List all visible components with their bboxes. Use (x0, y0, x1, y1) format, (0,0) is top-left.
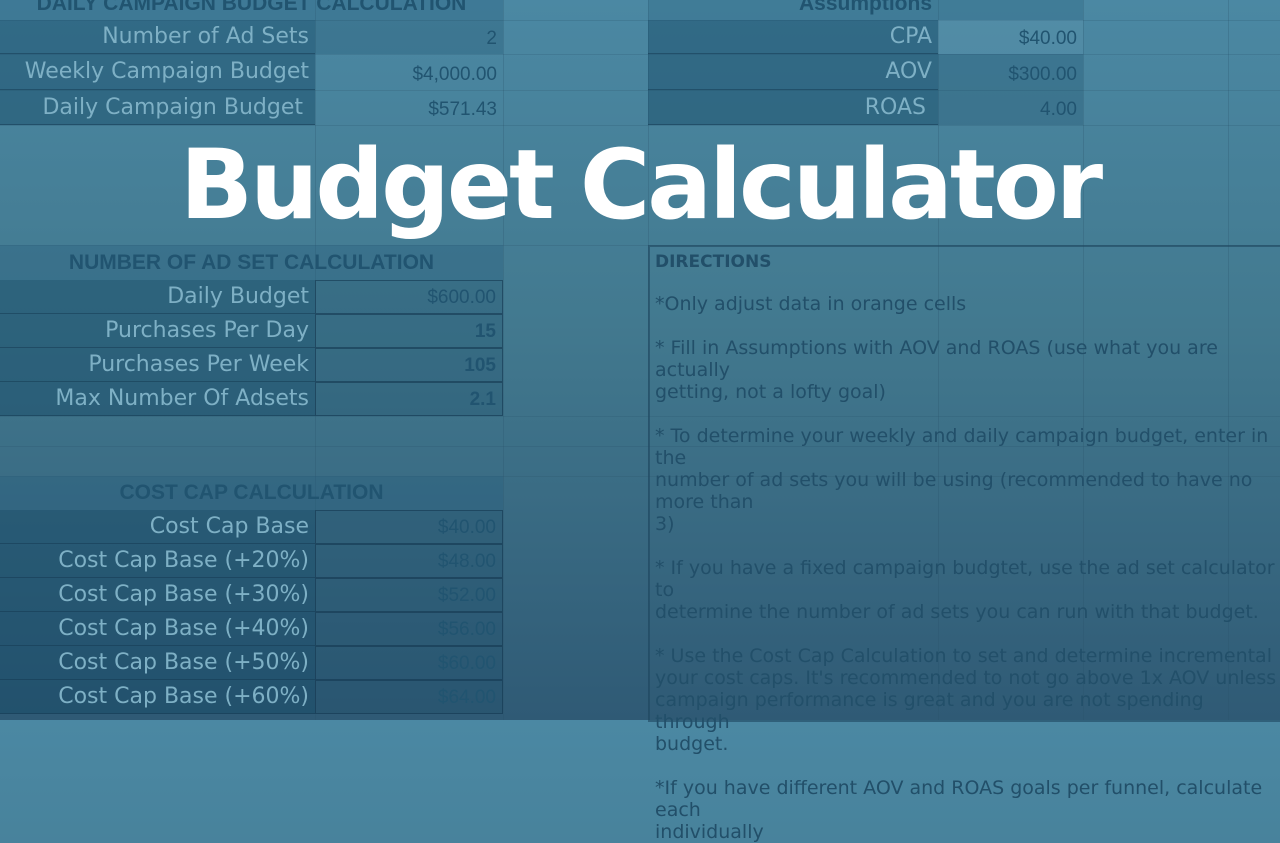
label-purchases-per-day: Purchases Per Day (0, 314, 315, 348)
input-roas[interactable]: 4.00 (938, 90, 1083, 125)
value-purchases-per-day: 15 (315, 314, 503, 348)
value-purchases-per-week: 105 (315, 348, 503, 382)
value-cost-cap-40: $56.00 (315, 612, 503, 646)
input-aov[interactable]: $300.00 (938, 54, 1083, 90)
title-line-2: Calculator (579, 129, 1103, 241)
label-purchases-per-week: Purchases Per Week (0, 348, 315, 382)
direction-item: *If you have different AOV and ROAS goal… (655, 777, 1263, 843)
value-cost-cap-20: $48.00 (315, 544, 503, 578)
label-cost-cap-20: Cost Cap Base (+20%) (0, 544, 315, 578)
label-aov: AOV (648, 54, 938, 90)
value-cost-cap-30: $52.00 (315, 578, 503, 612)
value-weekly-campaign-budget[interactable]: $4,000.00 (412, 64, 497, 85)
label-max-number-of-adsets: Max Number Of Adsets (0, 382, 315, 416)
label-cost-cap-50: Cost Cap Base (+50%) (0, 646, 315, 680)
label-cost-cap-30: Cost Cap Base (+30%) (0, 578, 315, 612)
input-daily-budget[interactable]: $600.00 (315, 280, 503, 314)
direction-item: *Only adjust data in orange cells (655, 293, 967, 315)
value-cost-cap-base: $40.00 (315, 510, 503, 544)
title-overlay: Budget Calculator (0, 128, 1280, 242)
input-number-of-ad-sets[interactable]: 2 (315, 20, 503, 54)
directions-panel: DIRECTIONS *Only adjust data in orange c… (648, 245, 1280, 843)
value-daily-campaign-budget[interactable]: $571.43 (428, 99, 497, 120)
direction-item: * If you have a fixed campaign budgtet, … (655, 557, 1275, 623)
title-line-1: Budget (179, 129, 555, 241)
direction-item: * Fill in Assumptions with AOV and ROAS … (655, 337, 1218, 403)
label-cost-cap-60: Cost Cap Base (+60%) (0, 680, 315, 714)
label-weekly-campaign-budget: Weekly Campaign Budget (0, 54, 315, 90)
label-daily-budget: Daily Budget (0, 280, 315, 314)
directions-title: DIRECTIONS (655, 252, 772, 272)
cost-cap-header: COST CAP CALCULATION (0, 476, 503, 510)
value-cost-cap-60: $64.00 (315, 680, 503, 714)
label-cost-cap-40: Cost Cap Base (+40%) (0, 612, 315, 646)
value-cpa[interactable]: $40.00 (938, 20, 1083, 54)
daily-campaign-header: DAILY CAMPAIGN BUDGET CALCULATION (0, 0, 503, 20)
assumptions-header: Assumptions (648, 0, 1083, 20)
direction-item: * To determine your weekly and daily cam… (655, 425, 1269, 535)
ad-set-calc-header: NUMBER OF AD SET CALCULATION (0, 245, 503, 280)
label-number-of-ad-sets: Number of Ad Sets (0, 20, 315, 54)
value-max-number-of-adsets: 2.1 (315, 382, 503, 416)
label-cpa: CPA (648, 20, 938, 54)
label-roas: ROAS (648, 90, 938, 125)
label-daily-campaign-budget: Daily Campaign Budget (0, 90, 315, 125)
direction-item: * Use the Cost Cap Calculation to set an… (655, 645, 1277, 755)
value-cost-cap-50: $60.00 (315, 646, 503, 680)
label-cost-cap-base: Cost Cap Base (0, 510, 315, 544)
